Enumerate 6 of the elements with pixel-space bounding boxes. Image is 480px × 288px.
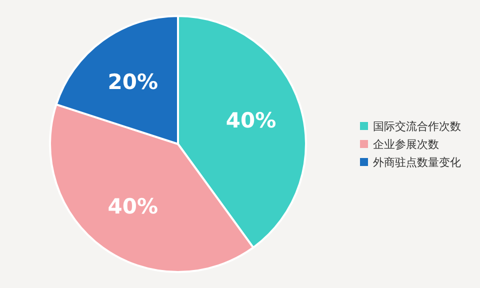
legend-label: 国际交流合作次数 [373, 120, 461, 133]
legend-label: 企业参展次数 [373, 138, 439, 151]
data-label: 20% [108, 70, 158, 94]
data-label: 40% [226, 108, 276, 133]
data-label: 40% [108, 194, 158, 218]
legend-label: 外商驻点数量变化 [373, 156, 461, 169]
